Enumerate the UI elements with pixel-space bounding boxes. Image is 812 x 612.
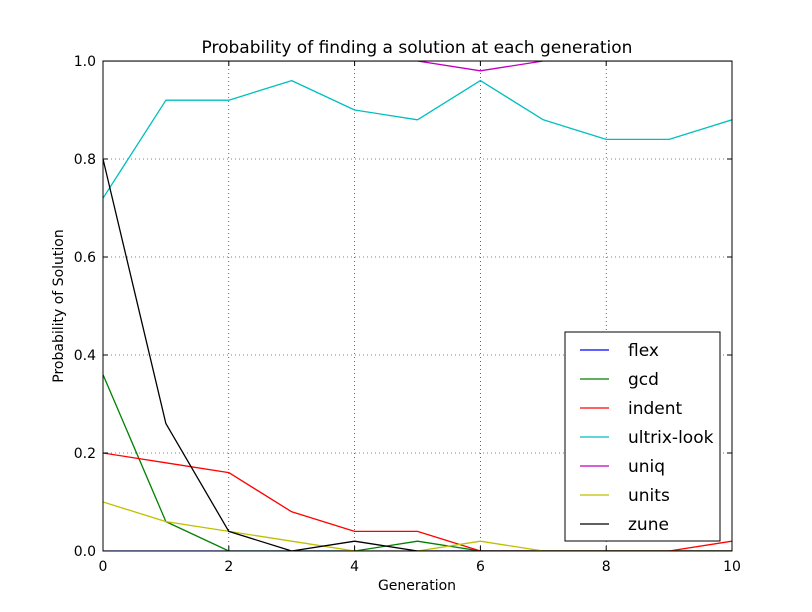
legend-label-flex: flex bbox=[628, 341, 659, 361]
series-line-ultrix-look bbox=[103, 79, 732, 199]
chart-title: Probability of finding a solution at eac… bbox=[202, 38, 633, 58]
y-tick-label: 0.8 bbox=[74, 152, 96, 168]
series-line-zune bbox=[103, 158, 732, 551]
y-tick-label: 0.2 bbox=[74, 446, 96, 462]
plot-frame bbox=[102, 60, 733, 552]
series-line-units bbox=[103, 501, 732, 551]
x-tick-label: 10 bbox=[723, 559, 741, 575]
x-tick-label: 2 bbox=[224, 559, 233, 575]
y-axis-label: Probability of Solution bbox=[51, 229, 67, 382]
tick-labels: 0 2 4 6 8 10 0.0 0.2 0.4 0.6 0.8 1.0 bbox=[74, 54, 741, 575]
y-tick-label: 1.0 bbox=[74, 54, 96, 70]
legend-label-gcd: gcd bbox=[628, 370, 659, 390]
x-tick-label: 0 bbox=[99, 559, 108, 575]
x-axis-label: Generation bbox=[378, 578, 456, 594]
x-tick-label: 6 bbox=[476, 559, 485, 575]
legend-label-units: units bbox=[628, 486, 670, 506]
series-layer bbox=[103, 61, 732, 551]
x-tick-label: 4 bbox=[350, 559, 359, 575]
x-tick-label: 8 bbox=[602, 559, 611, 575]
series-line-indent bbox=[103, 452, 732, 551]
axis-ticks bbox=[102, 60, 733, 552]
y-tick-label: 0.6 bbox=[74, 250, 96, 266]
legend-label-uniq: uniq bbox=[628, 457, 665, 477]
legend-label-ultrix-look: ultrix-look bbox=[628, 428, 714, 448]
y-tick-label: 0.0 bbox=[74, 544, 96, 560]
y-tick-label: 0.4 bbox=[74, 348, 96, 364]
legend: flex gcd indent ultrix-look uniq units zune bbox=[564, 331, 721, 542]
legend-label-zune: zune bbox=[628, 515, 669, 535]
legend-label-indent: indent bbox=[628, 399, 683, 419]
series-line-gcd bbox=[103, 374, 732, 551]
